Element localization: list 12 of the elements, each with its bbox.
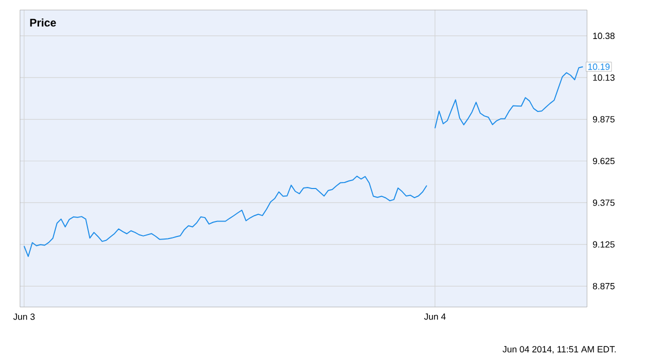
y-tick-label: 9.625	[592, 158, 615, 164]
y-tick-label: 10.38	[593, 32, 615, 40]
x-tick-label: Jun 4	[424, 314, 446, 320]
text: 10.19	[588, 64, 610, 70]
x-tick-label: Jun 3	[13, 314, 35, 320]
y-tick-label: 8.875	[592, 282, 615, 290]
y-tick-label: 10.13	[593, 74, 615, 81]
text: Price	[30, 18, 56, 27]
y-tick-label: 9.125	[592, 241, 615, 248]
text: Jun 04 2014, 11:51 AM EDT.	[502, 346, 616, 354]
y-tick-label: 9.375	[592, 200, 615, 206]
y-tick-label: 9.875	[592, 116, 615, 122]
